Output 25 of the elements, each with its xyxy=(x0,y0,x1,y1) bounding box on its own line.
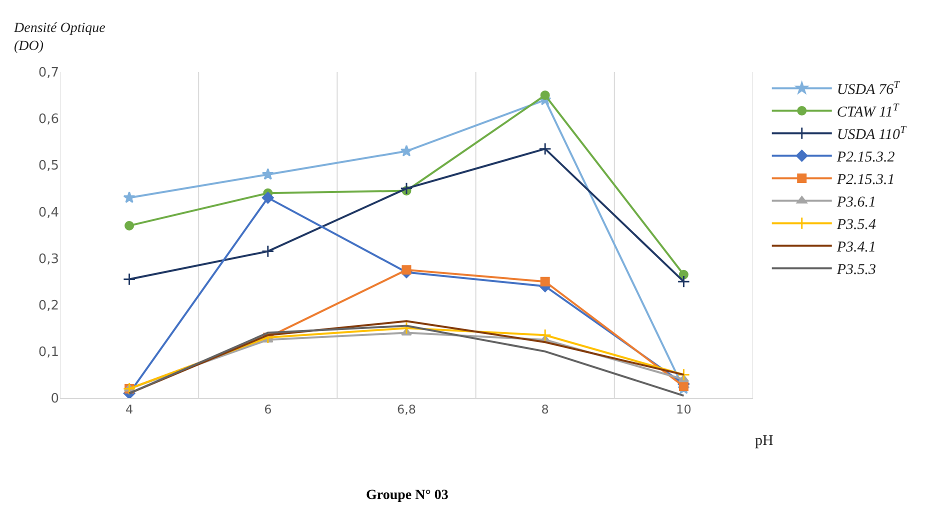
legend-label: P3.6.1 xyxy=(836,194,876,211)
x-tick-label: 10 xyxy=(676,402,692,416)
y-tick-label: 0,7 xyxy=(38,66,59,81)
text: Groupe N° 03 xyxy=(366,488,448,503)
legend-label: P3.5.4 xyxy=(836,217,877,234)
legend-label: USDA 110$^{T}$ xyxy=(836,124,908,144)
y-tick-label: 0,4 xyxy=(38,205,59,220)
legend-label: P3.5.3 xyxy=(836,262,876,278)
legend-label: CTAW 11$^{T}$ xyxy=(836,102,900,121)
y-axis-title: Densité Optique (DO) xyxy=(13,21,106,54)
y-tick-label: 0,6 xyxy=(38,112,59,128)
legend-label: P2.15.3.2 xyxy=(836,150,896,166)
legend-label: USDA 76$^{T}$ xyxy=(836,80,901,98)
x-tick-label: 6 xyxy=(264,402,272,416)
x-tick-label: 8 xyxy=(541,402,549,416)
y-tick-label: 0,2 xyxy=(38,298,59,314)
y-tick-label: 0,3 xyxy=(38,252,59,267)
x-tick-label: 4 xyxy=(125,402,134,416)
y-tick-label: 0,1 xyxy=(38,344,59,360)
y-tick-label: 0 xyxy=(50,392,59,407)
legend-label: P2.15.3.1 xyxy=(836,172,895,188)
x-tick-label: 6,8 xyxy=(396,402,416,416)
legend-label: P3.4.1 xyxy=(836,240,876,256)
y-tick-label: 0,5 xyxy=(38,158,59,174)
x-axis-title: pH xyxy=(755,433,774,449)
